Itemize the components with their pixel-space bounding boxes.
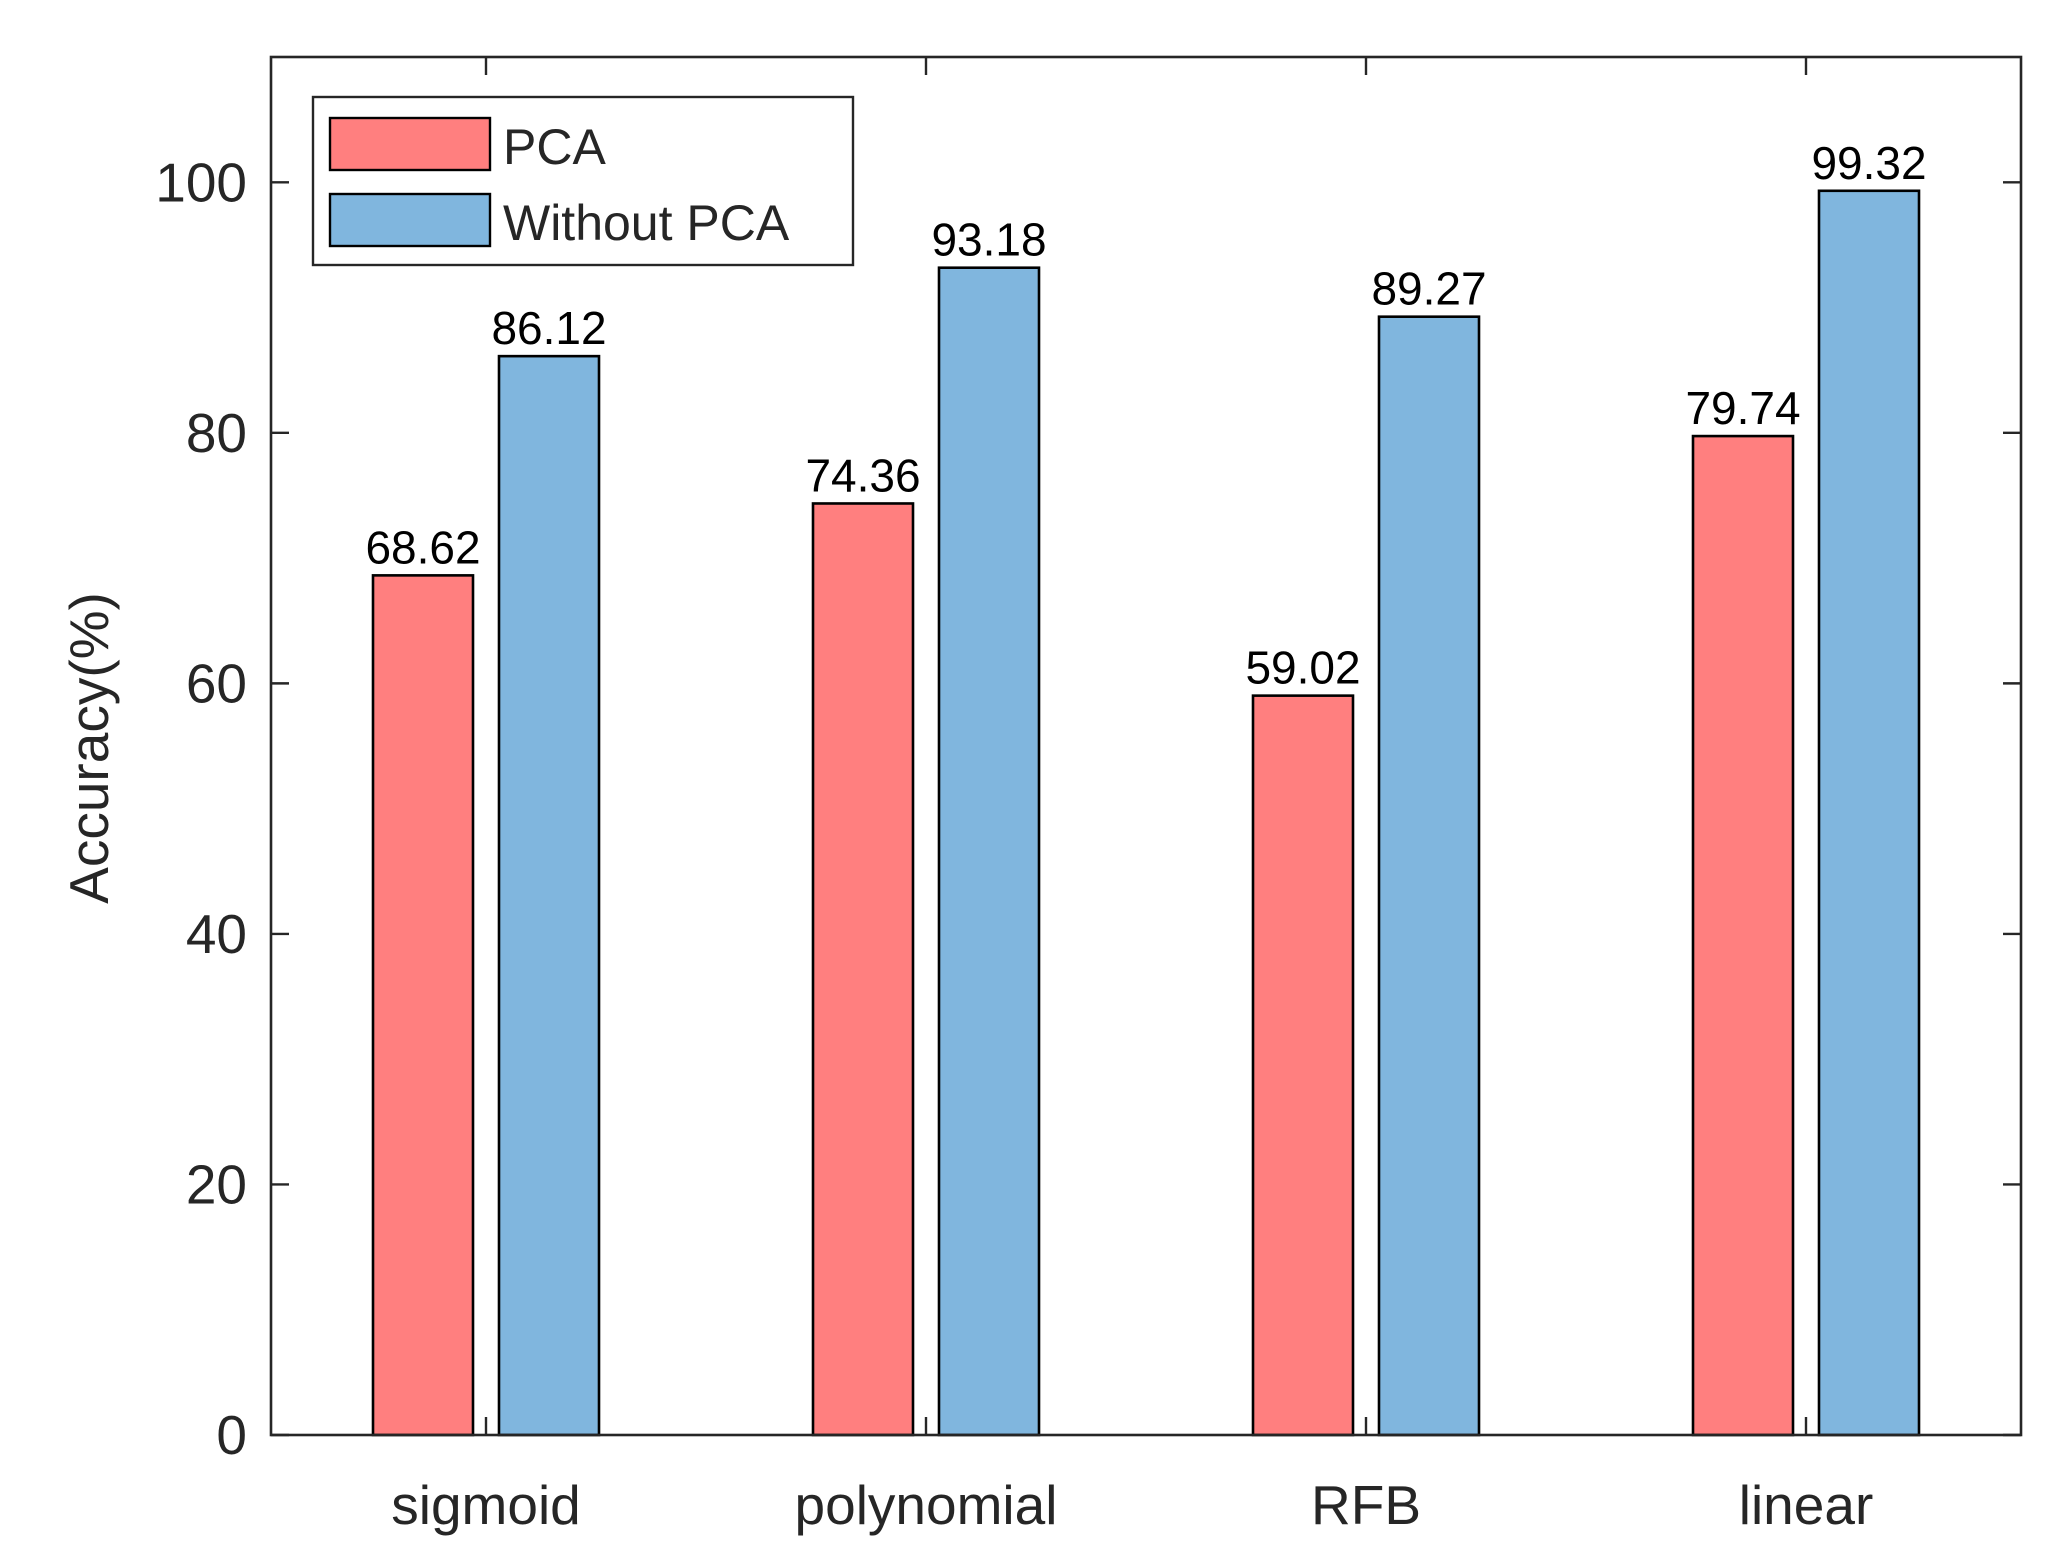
x-tick-label-sigmoid: sigmoid xyxy=(391,1474,581,1536)
legend-swatch-without-pca xyxy=(328,192,492,248)
x-tick-label-polynomial: polynomial xyxy=(795,1474,1058,1536)
value-label-pca-rfb: 59.02 xyxy=(1245,642,1360,694)
value-label-pca-sigmoid: 68.62 xyxy=(365,521,480,573)
bar-without-pca-sigmoid xyxy=(497,354,601,1437)
bar-pca-rfb xyxy=(1251,694,1355,1437)
plot-frame xyxy=(269,55,2023,1437)
bars xyxy=(371,189,1921,1437)
bar-pca-sigmoid xyxy=(371,574,475,1437)
value-label-without-pca-polynomial: 93.18 xyxy=(931,214,1046,266)
legend-swatch-pca xyxy=(328,116,492,172)
value-label-pca-linear: 79.74 xyxy=(1685,382,1800,434)
value-labels: 68.62 86.12 74.36 93.18 59.02 89.27 79.74 99.32 xyxy=(365,137,1926,694)
value-label-without-pca-sigmoid: 86.12 xyxy=(491,302,606,354)
legend-label-pca: PCA xyxy=(503,119,606,175)
y-tick-label-80: 80 xyxy=(186,402,247,464)
x-tick-label-linear: linear xyxy=(1739,1474,1874,1536)
legend-label-without-pca: Without PCA xyxy=(503,195,790,251)
y-tick-label-60: 60 xyxy=(186,652,247,714)
y-tick-label-0: 0 xyxy=(216,1404,247,1466)
y-tick-labels: 0 20 40 60 80 100 xyxy=(155,151,247,1466)
bar-without-pca-polynomial xyxy=(937,266,1041,1437)
value-label-pca-polynomial: 74.36 xyxy=(805,449,920,501)
y-tick-label-100: 100 xyxy=(155,151,247,213)
y-tick-label-20: 20 xyxy=(186,1153,247,1215)
x-tick-label-rfb: RFB xyxy=(1311,1474,1421,1536)
y-axis-title: Accuracy(%) xyxy=(58,592,120,904)
bar-without-pca-rfb xyxy=(1377,315,1481,1437)
value-label-without-pca-linear: 99.32 xyxy=(1811,137,1926,189)
legend: PCA Without PCA xyxy=(311,95,855,267)
value-label-without-pca-rfb: 89.27 xyxy=(1371,263,1486,315)
bar-pca-linear xyxy=(1691,434,1795,1437)
bar-without-pca-linear xyxy=(1817,189,1921,1437)
bar-pca-polynomial xyxy=(811,502,915,1437)
y-tick-label-40: 40 xyxy=(186,903,247,965)
x-tick-labels: sigmoid polynomial RFB linear xyxy=(391,1474,1873,1536)
